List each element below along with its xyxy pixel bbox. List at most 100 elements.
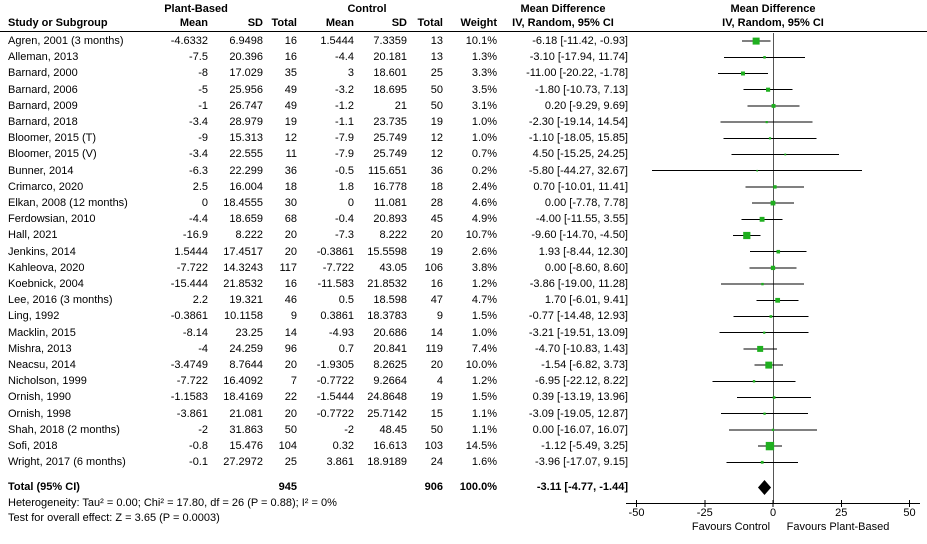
- pb-mean: -7.722: [176, 375, 208, 388]
- ctrl-sd: 25.749: [373, 148, 407, 161]
- study-row: Wright, 2017 (6 months) -0.1 27.2972 25 3.86…: [0, 454, 927, 470]
- pb-total: 49: [284, 99, 297, 112]
- study-row: Macklin, 2015 -8.14 23.25 14 -4.93 20.686 14 1.…: [0, 325, 927, 341]
- total-row: Total (95% CI) 945 906 100.0% -3.11 [-4.…: [0, 479, 927, 495]
- study-name: Jenkins, 2014: [8, 245, 76, 258]
- pb-total-header: Total: [271, 17, 297, 29]
- study-row: Crimarco, 2020 2.5 16.004 18 1.8 16.778 18 2.4%…: [0, 179, 927, 195]
- ctrl-total: 47: [430, 294, 443, 307]
- total-label: Total (95% CI): [8, 481, 80, 493]
- tick-label: -50: [629, 507, 645, 519]
- pb-sd: 16.004: [229, 180, 263, 193]
- pb-total: 9: [290, 310, 297, 323]
- ctrl-total: 4: [436, 375, 443, 388]
- ctrl-total: 9: [436, 310, 443, 323]
- pb-sd: 15.313: [229, 132, 263, 145]
- ctrl-mean: -7.722: [322, 261, 354, 274]
- weight-value: 2.6%: [471, 245, 497, 258]
- pb-mean: -8.14: [182, 326, 208, 339]
- ci-text: 1.70 [-6.01, 9.41]: [544, 294, 628, 307]
- pb-sd: 8.7644: [229, 359, 263, 371]
- pb-sd: 17.4517: [223, 245, 263, 258]
- effect-marker: [770, 265, 776, 271]
- pb-mean: -5: [198, 83, 208, 96]
- ctrl-total: 45: [430, 213, 443, 226]
- pb-mean: 0: [201, 197, 208, 209]
- ctrl-total: 50: [430, 423, 443, 436]
- study-name: Ling, 1992: [8, 310, 60, 323]
- ctrl-total: 14: [430, 326, 443, 339]
- ci-text: -1.54 [-6.82, 3.73]: [541, 359, 628, 371]
- pb-total: 20: [284, 407, 297, 420]
- ctrl-sd: 21: [394, 99, 407, 112]
- study-name: Barnard, 2000: [8, 67, 78, 80]
- ctrl-sd: 8.2625: [373, 359, 407, 371]
- weight-value: 1.3%: [471, 51, 497, 64]
- ctrl-total: 106: [424, 261, 443, 274]
- ctrl-mean: -7.3: [335, 229, 354, 242]
- pb-total: 12: [284, 132, 297, 145]
- overall-effect-text: Test for overall effect: Z = 3.65 (P = 0…: [8, 512, 220, 524]
- ctrl-sd: 7.3359: [373, 35, 407, 47]
- study-name: Neacsu, 2014: [8, 359, 76, 371]
- ci-text: -6.95 [-22.12, 8.22]: [535, 375, 628, 388]
- study-row: Agren, 2001 (3 months) -4.6332 6.9498 16 1.5…: [0, 33, 927, 49]
- pb-sd: 17.029: [229, 67, 263, 80]
- study-name: Ornish, 1990: [8, 391, 71, 404]
- effect-marker: [763, 412, 766, 415]
- ctrl-mean: -1.1: [335, 116, 354, 128]
- ci-text: -5.80 [-44.27, 32.67]: [528, 164, 628, 177]
- study-row: Barnard, 2009 -1 26.747 49 -1.2 21 50 3.1% 0.20 …: [0, 98, 927, 114]
- pb-sd: 22.555: [229, 148, 263, 161]
- pb-mean: -3.4: [189, 116, 208, 128]
- ctrl-total: 19: [430, 391, 443, 404]
- ctrl-sd: 21.8532: [367, 278, 407, 290]
- pb-total: 16: [284, 51, 297, 64]
- ctrl-mean-header: Mean: [325, 17, 354, 29]
- effect-marker: [765, 121, 768, 124]
- study-row: Nicholson, 1999 -7.722 16.4092 7 -0.7722 9.26…: [0, 373, 927, 389]
- pb-total: 20: [284, 359, 297, 371]
- ci-text: 0.20 [-9.29, 9.69]: [544, 99, 628, 112]
- ci-text: 0.39 [-13.19, 13.96]: [532, 391, 628, 404]
- pb-total: 18: [284, 180, 297, 193]
- ci-text: 0.00 [-8.60, 8.60]: [544, 261, 628, 274]
- pb-mean: -7.5: [189, 51, 208, 64]
- study-row: Shah, 2018 (2 months) -2 31.863 50 -2 48.45 50…: [0, 422, 927, 438]
- favours-left-label: Favours Control: [691, 521, 771, 533]
- study-name: Bloomer, 2015 (V): [8, 148, 97, 161]
- weight-value: 10.7%: [465, 229, 497, 242]
- ci-text: -3.10 [-17.94, 11.74]: [529, 51, 628, 64]
- weight-value: 1.1%: [471, 407, 497, 420]
- pb-sd: 28.979: [229, 116, 263, 128]
- ctrl-sd: 9.2664: [373, 375, 407, 388]
- group2-header: Control: [347, 3, 387, 15]
- ci-text: -3.21 [-19.51, 13.09]: [528, 326, 628, 339]
- pb-mean: -4.4: [189, 213, 208, 226]
- ctrl-total: 20: [430, 229, 443, 242]
- weight-value: 1.0%: [471, 116, 497, 128]
- pb-mean: -0.3861: [170, 310, 208, 323]
- ctrl-total: 18: [430, 180, 443, 193]
- ctrl-mean: 1.8: [338, 180, 354, 193]
- ctrl-total: 13: [430, 51, 443, 64]
- pb-sd: 10.1158: [224, 310, 263, 323]
- ctrl-mean: -0.7722: [316, 375, 354, 388]
- summary-diamond: [757, 480, 772, 495]
- effect-marker: [784, 153, 787, 156]
- ctrl-sd: 18.3783: [367, 310, 407, 323]
- pb-total: 14: [284, 326, 297, 339]
- total-weight: 100.0%: [459, 481, 497, 493]
- tick-label: 0: [770, 507, 776, 519]
- total-ci-text: -3.11 [-4.77, -1.44]: [536, 481, 628, 493]
- pb-total: 117: [279, 261, 297, 274]
- pb-total: 49: [284, 83, 297, 96]
- ctrl-sd: 8.222: [379, 229, 407, 242]
- pb-total: 96: [284, 342, 297, 355]
- ctrl-sd: 115.651: [368, 164, 407, 177]
- pb-total: 68: [284, 213, 297, 226]
- weight-value: 1.5%: [471, 391, 497, 404]
- ctrl-sd: 16.613: [373, 440, 407, 452]
- pb-mean: -9: [198, 132, 208, 145]
- ci-text: 4.50 [-15.25, 24.25]: [532, 148, 628, 161]
